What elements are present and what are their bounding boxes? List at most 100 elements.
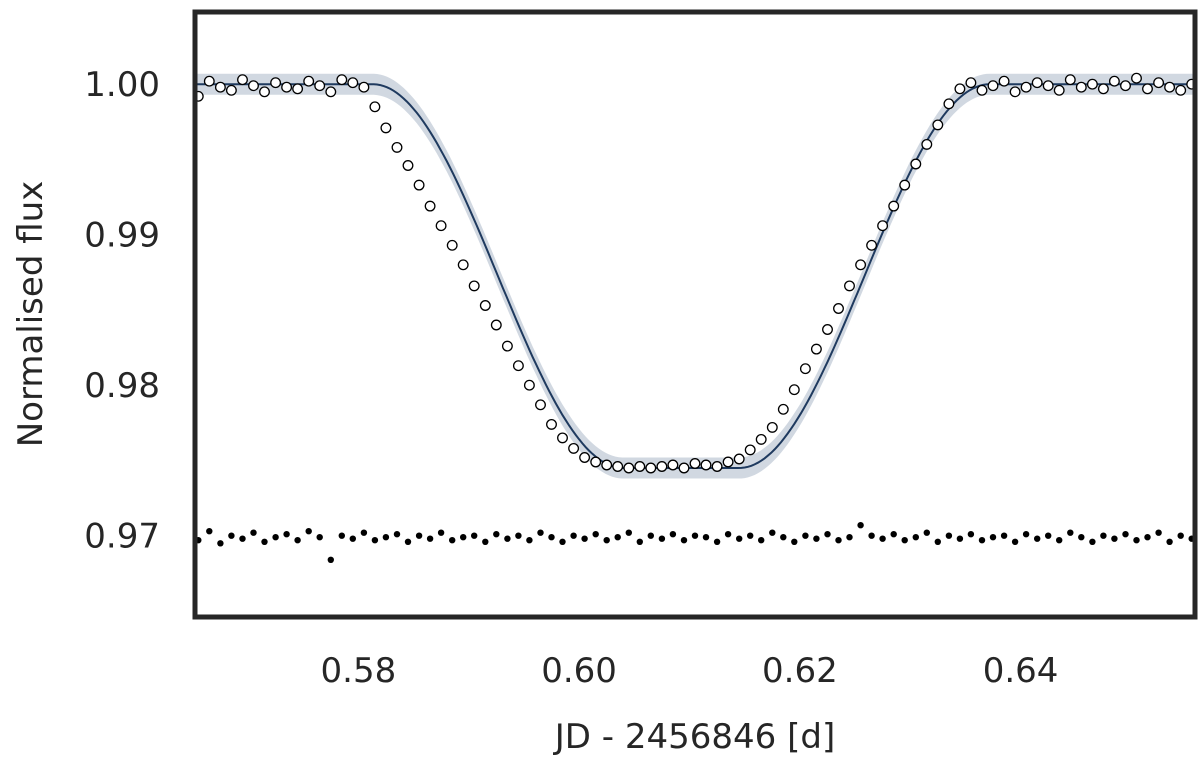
residual-point [647, 532, 654, 539]
residual-point [857, 522, 864, 529]
light-curve-point [755, 433, 767, 445]
residual-point [316, 534, 323, 541]
residual-point [702, 534, 710, 541]
light-curve-point [777, 403, 789, 415]
residual-point [261, 538, 268, 545]
light-curve-point [435, 220, 447, 232]
light-curve-point [623, 462, 635, 474]
light-curve-point [667, 459, 679, 471]
light-curve-point [237, 74, 248, 86]
residual-point [1155, 529, 1162, 536]
residual-point [967, 531, 975, 538]
residual-point [382, 534, 390, 541]
light-curve-point [402, 160, 414, 171]
x-tick-label: 0.58 [321, 651, 397, 691]
light-curve-point [314, 80, 326, 92]
light-curve-point [1097, 83, 1109, 95]
light-curve-point [391, 141, 403, 153]
light-curve-point [899, 179, 911, 191]
light-curve-point [1042, 80, 1054, 92]
light-curve-point [501, 340, 513, 352]
residual-point [1144, 534, 1151, 541]
residual-point [294, 537, 301, 544]
light-curve-point [888, 200, 900, 212]
light-curve-point [943, 98, 955, 110]
residual-point [912, 534, 919, 541]
light-curve-point [910, 158, 922, 170]
light-curve-point [1053, 84, 1065, 96]
residual-point [206, 528, 213, 535]
y-tick-label: 0.97 [84, 517, 160, 557]
residual-point [747, 532, 754, 539]
x-tick-labels: 0.58 0.60 0.62 0.64 [321, 651, 1059, 691]
residual-point [901, 537, 908, 544]
light-curve-point [766, 421, 778, 433]
residual-point [349, 535, 356, 542]
residual-point [305, 528, 312, 535]
residual-point [548, 534, 555, 541]
residual-point [658, 535, 666, 542]
residual-point [890, 531, 897, 538]
light-curve-point [788, 384, 800, 396]
residual-point [1122, 531, 1129, 538]
light-curve-point [413, 179, 425, 191]
light-curve-point [1086, 78, 1098, 90]
residual-point [780, 534, 787, 541]
light-curve-point [568, 442, 580, 454]
light-curve-point [1175, 84, 1187, 96]
residual-point [868, 532, 875, 539]
residual-point [758, 537, 765, 544]
residual-point [1034, 535, 1041, 542]
light-curve-point [822, 324, 833, 335]
residual-point [581, 535, 588, 542]
residual-point [217, 540, 224, 547]
residual-point [945, 532, 953, 539]
light-curve-point [998, 75, 1010, 87]
residual-point [338, 532, 345, 539]
x-tick-label: 0.62 [762, 651, 838, 691]
residual-point [1056, 537, 1063, 544]
residual-point [404, 538, 412, 545]
transit-model-layer [195, 83, 1195, 469]
light-curve-point [369, 101, 381, 113]
y-tick-label: 1.00 [84, 65, 160, 105]
residual-point [1022, 531, 1030, 538]
light-curve-point [954, 83, 966, 95]
light-curve-point [844, 280, 855, 292]
light-curve-point [490, 319, 502, 331]
light-curve-point [557, 432, 568, 444]
light-curve-point [457, 259, 469, 271]
light-curve-point [1108, 75, 1120, 87]
light-curve-point [700, 459, 712, 471]
light-curve-point [645, 462, 657, 474]
residual-point [1067, 529, 1074, 536]
light-curve-point [479, 300, 491, 311]
light-curve-point [1120, 80, 1131, 92]
light-curve-point [810, 343, 822, 355]
residuals-layer [195, 522, 1195, 563]
light-curve-point [1020, 81, 1032, 93]
transit-model-line [195, 83, 1195, 469]
light-curve-point [512, 360, 524, 372]
residual-point [846, 534, 853, 541]
residual-point [923, 529, 930, 536]
y-tick-labels: 0.97 0.98 0.99 1.00 [84, 65, 160, 557]
residual-point [460, 534, 467, 541]
light-curve-point [468, 280, 480, 292]
light-curve-point [579, 452, 591, 463]
residual-point [1089, 538, 1096, 545]
light-curve-point [1075, 81, 1087, 93]
light-curve-point [1142, 83, 1153, 95]
plot-frame [192, 9, 1198, 620]
light-curve-point [546, 418, 557, 430]
light-curve-point [325, 86, 337, 98]
light-curve-point [270, 77, 282, 89]
light-curve-point [225, 84, 237, 96]
residual-point [802, 532, 809, 539]
light-curve-point [1164, 81, 1176, 93]
residual-point [791, 538, 798, 545]
residual-point [956, 535, 964, 542]
residual-point [1100, 532, 1107, 539]
residual-point [934, 538, 941, 545]
